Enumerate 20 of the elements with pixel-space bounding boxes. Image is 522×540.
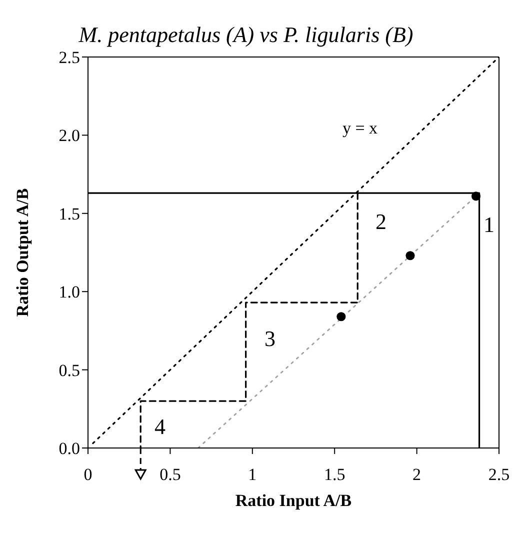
y-axis-title: Ratio Output A/B	[13, 188, 32, 317]
x-tick-label: 2.5	[488, 465, 510, 484]
y-tick-label: 2.0	[58, 126, 80, 146]
x-tick-label: 1	[248, 465, 257, 484]
y-tick-label: 0.5	[58, 360, 80, 380]
annotation: 3	[264, 326, 276, 351]
annotation: y = x	[342, 118, 378, 138]
x-axis-title: Ratio Input A/B	[235, 491, 352, 510]
y-tick-label: 1.0	[58, 282, 80, 302]
x-tick-label: 2	[412, 465, 422, 484]
chart-title: M. pentapetalus (A) vs P. ligularis (B)	[78, 21, 414, 48]
annotation: 2	[376, 209, 386, 234]
x-tick-label: 1.5	[324, 465, 346, 484]
y-tick-label: 0.0	[58, 439, 80, 458]
y-tick-label: 2.5	[58, 48, 80, 68]
x-tick-label: 0.5	[160, 465, 181, 484]
annotation: 4	[154, 414, 166, 439]
x-tick-label: 0	[84, 465, 92, 484]
annotation: 1	[484, 212, 494, 237]
y-tick-label: 1.5	[58, 204, 80, 224]
